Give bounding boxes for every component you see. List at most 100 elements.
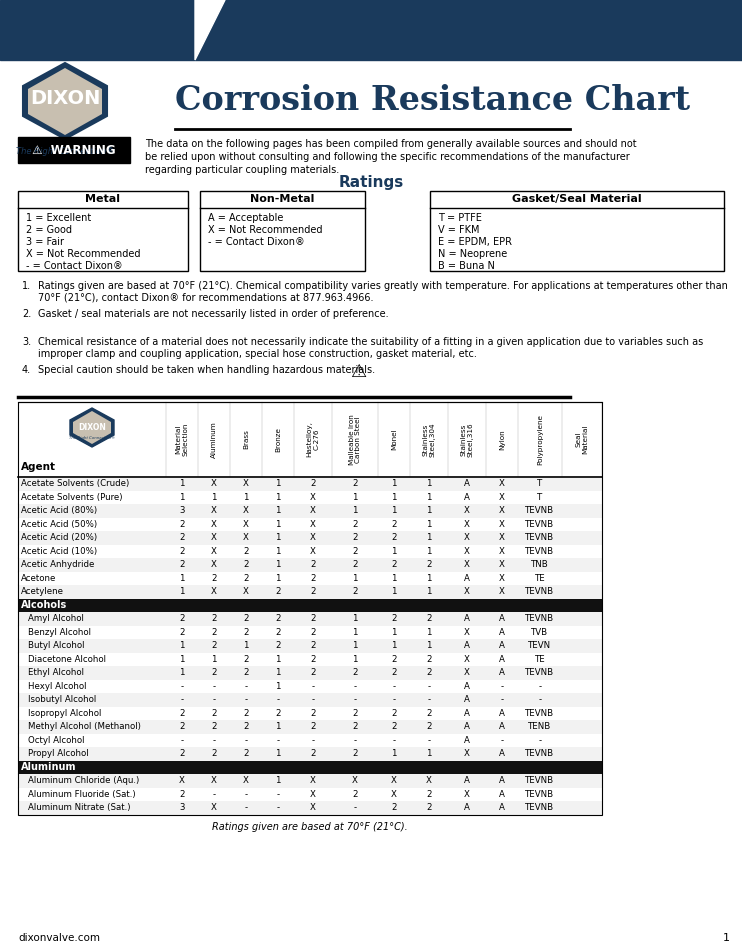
Text: X: X: [243, 776, 249, 786]
Text: X: X: [211, 588, 217, 596]
Text: 2: 2: [352, 722, 358, 731]
Text: 2: 2: [310, 641, 316, 650]
Text: X: X: [243, 534, 249, 542]
Text: 1: 1: [391, 749, 397, 758]
Text: Isopropyl Alcohol: Isopropyl Alcohol: [28, 708, 102, 718]
Text: -: -: [277, 736, 280, 745]
Text: X: X: [211, 534, 217, 542]
Text: 3.: 3.: [22, 337, 31, 347]
Text: 1: 1: [352, 641, 358, 650]
Text: A: A: [499, 641, 505, 650]
Text: Amyl Alcohol: Amyl Alcohol: [28, 614, 84, 623]
Text: 1: 1: [426, 749, 432, 758]
Text: B = Buna N: B = Buna N: [438, 261, 495, 271]
Text: 2: 2: [352, 708, 358, 718]
Text: 1: 1: [275, 573, 280, 583]
Text: -: -: [539, 736, 542, 745]
Text: A: A: [499, 614, 505, 623]
Polygon shape: [23, 63, 107, 139]
Text: TEVNB: TEVNB: [525, 804, 554, 812]
Text: T = PTFE: T = PTFE: [438, 213, 482, 223]
Text: 1: 1: [426, 573, 432, 583]
Bar: [18, 491, 602, 504]
Text: Aluminum Fluoride (Sat.): Aluminum Fluoride (Sat.): [28, 789, 136, 799]
Text: A: A: [464, 493, 470, 502]
Bar: [200, 191, 365, 271]
Text: 1: 1: [426, 493, 432, 502]
Text: TEVNB: TEVNB: [525, 547, 554, 555]
Text: 2: 2: [275, 641, 280, 650]
Text: 1: 1: [426, 479, 432, 488]
Text: Brass: Brass: [243, 430, 249, 450]
Text: -: -: [277, 789, 280, 799]
Text: T: T: [537, 479, 542, 488]
Bar: [18, 402, 602, 814]
Text: -: -: [244, 695, 248, 705]
Text: 2: 2: [391, 534, 397, 542]
Text: 1: 1: [275, 776, 280, 786]
Text: TEVNB: TEVNB: [525, 588, 554, 596]
Text: Special caution should be taken when handling hazardous materials.: Special caution should be taken when han…: [38, 365, 375, 375]
Text: X: X: [243, 479, 249, 488]
Text: A: A: [499, 789, 505, 799]
Text: 1: 1: [275, 560, 280, 570]
Text: 2: 2: [352, 669, 358, 677]
Text: Aluminum Nitrate (Sat.): Aluminum Nitrate (Sat.): [28, 804, 131, 812]
Text: X: X: [464, 588, 470, 596]
Text: A: A: [464, 804, 470, 812]
Text: -: -: [180, 736, 183, 745]
Bar: [18, 666, 602, 680]
Text: 1: 1: [352, 614, 358, 623]
Bar: [18, 707, 602, 720]
Text: Polypropylene: Polypropylene: [537, 414, 543, 465]
Text: Acetic Acid (50%): Acetic Acid (50%): [21, 520, 97, 529]
Text: Stainless
Steel,304: Stainless Steel,304: [422, 422, 436, 456]
Text: - = Contact Dixon®: - = Contact Dixon®: [208, 237, 305, 247]
Text: A = Acceptable: A = Acceptable: [208, 213, 283, 223]
Text: Monel: Monel: [391, 429, 397, 451]
Text: -: -: [244, 682, 248, 690]
Text: 1: 1: [180, 493, 185, 502]
Text: -: -: [500, 682, 504, 690]
Text: X: X: [464, 506, 470, 515]
Text: X: X: [499, 506, 505, 515]
Text: 1 = Excellent: 1 = Excellent: [26, 213, 91, 223]
Text: 1: 1: [352, 628, 358, 637]
Text: A: A: [499, 749, 505, 758]
Text: X: X: [310, 804, 316, 812]
Text: 1: 1: [391, 628, 397, 637]
Text: TEVNB: TEVNB: [525, 534, 554, 542]
Text: 1: 1: [275, 520, 280, 529]
Text: E = EPDM, EPR: E = EPDM, EPR: [438, 237, 512, 247]
Text: 2: 2: [211, 573, 217, 583]
Text: -: -: [353, 736, 357, 745]
Text: -: -: [180, 695, 183, 705]
Text: 1: 1: [180, 654, 185, 664]
Text: 2: 2: [310, 669, 316, 677]
Text: 2: 2: [310, 628, 316, 637]
Text: -: -: [244, 736, 248, 745]
Text: -: -: [212, 789, 216, 799]
Text: Stainless
Steel,316: Stainless Steel,316: [461, 422, 473, 456]
Text: 2: 2: [243, 654, 249, 664]
Bar: [18, 747, 602, 761]
Text: 2: 2: [391, 614, 397, 623]
Text: TVB: TVB: [531, 628, 548, 637]
Text: 1: 1: [391, 588, 397, 596]
Text: X: X: [211, 479, 217, 488]
Text: 2: 2: [211, 722, 217, 731]
Text: A: A: [464, 682, 470, 690]
Text: Bronze: Bronze: [275, 427, 281, 452]
Text: Corrosion Resistance Chart: Corrosion Resistance Chart: [175, 85, 690, 118]
Text: TEVNB: TEVNB: [525, 506, 554, 515]
Text: 2: 2: [352, 560, 358, 570]
Text: A: A: [499, 654, 505, 664]
Text: 1: 1: [352, 573, 358, 583]
Text: A: A: [464, 776, 470, 786]
Text: -: -: [393, 695, 395, 705]
Text: 2: 2: [275, 588, 280, 596]
Polygon shape: [28, 68, 102, 135]
Text: X: X: [391, 776, 397, 786]
Text: 2: 2: [243, 547, 249, 555]
Text: A: A: [499, 776, 505, 786]
